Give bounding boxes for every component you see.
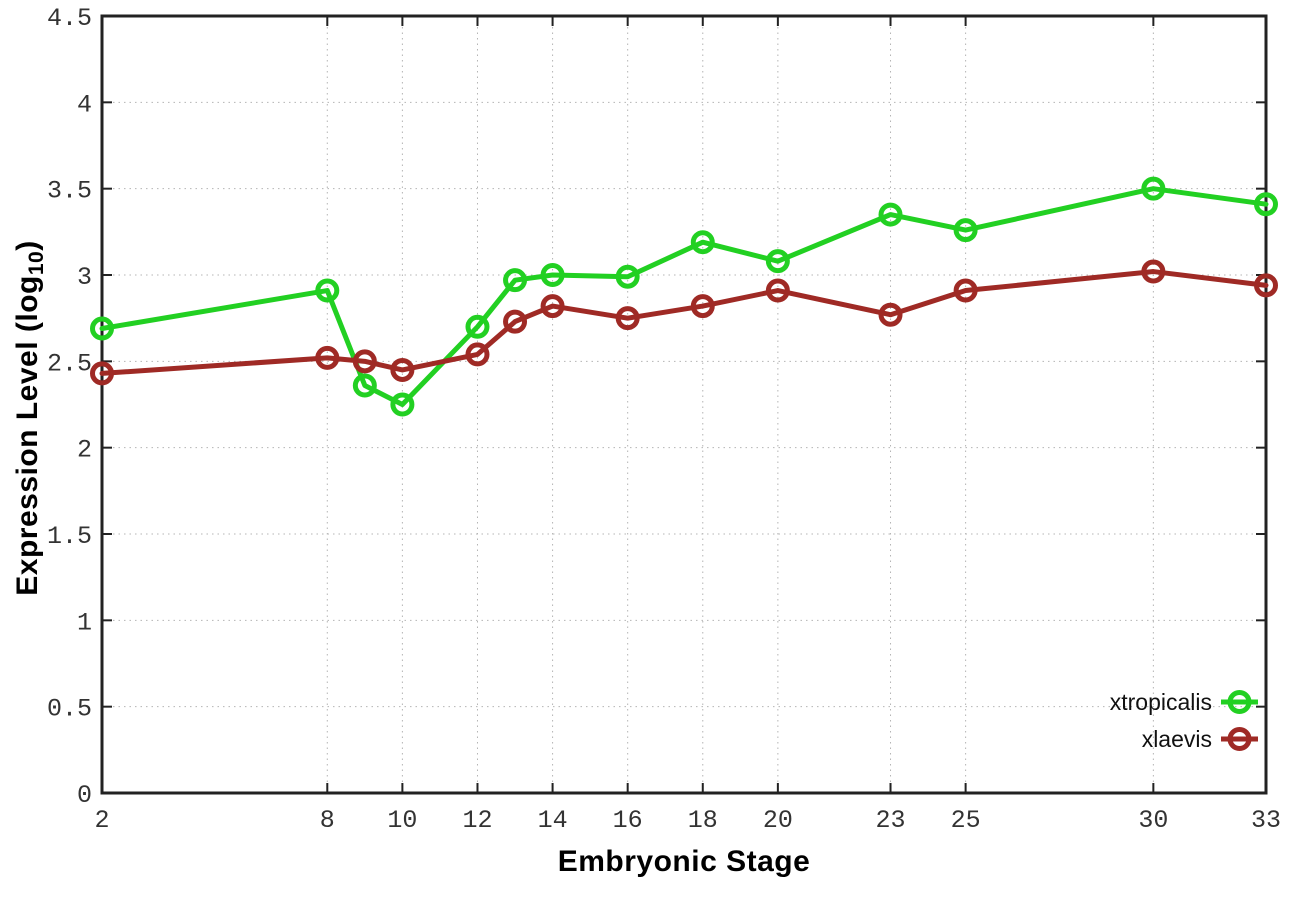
x-tick-label-8: 8 [320, 806, 335, 835]
x-tick-label-12: 12 [462, 806, 492, 835]
marker-xlaevis-14 [540, 294, 565, 319]
y-tick-label-3.5: 3.5 [47, 177, 92, 206]
x-tick-label-16: 16 [613, 806, 643, 835]
x-axis-title: Embryonic Stage [557, 845, 811, 878]
data-series [90, 176, 1278, 417]
x-tick-label-14: 14 [538, 806, 568, 835]
y-tick-label-0.5: 0.5 [47, 695, 92, 724]
y-tick-label-3: 3 [77, 263, 92, 292]
y-axis-title-end: ) [10, 240, 44, 251]
x-tick-label-23: 23 [876, 806, 906, 835]
legend-label-xtropicalis: xtropicalis [1110, 689, 1212, 715]
series-xlaevis [90, 259, 1278, 386]
x-tick-label-30: 30 [1138, 806, 1168, 835]
y-tick-label-2: 2 [77, 436, 92, 465]
marker-xlaevis-30 [1141, 259, 1166, 284]
legend-sample-marker-xtropicalis [1227, 690, 1252, 714]
marker-xlaevis-12 [465, 342, 490, 367]
x-tick-label-25: 25 [951, 806, 981, 835]
marker-xtropicalis-16 [615, 264, 640, 289]
y-tick-label-0: 0 [77, 781, 92, 810]
x-tick-label-2: 2 [94, 806, 109, 835]
marker-xlaevis-20 [765, 278, 790, 303]
marker-xtropicalis-33 [1254, 192, 1278, 217]
y-axis-title: Expression Level (log10) [11, 240, 49, 595]
tick-labels: 2 8 10 12 14 16 18 20 23 25 30 33 0 0.5 1 1.5 2 2.5 3 3.5 4 4… [47, 4, 1281, 835]
x-tick-label-10: 10 [387, 806, 417, 835]
marker-xtropicalis-2 [90, 316, 114, 341]
y-tick-label-1: 1 [77, 608, 92, 637]
gridlines [101, 15, 1267, 794]
marker-xlaevis-13 [503, 309, 528, 334]
x-tick-label-20: 20 [763, 806, 793, 835]
legend: xtropicalis xlaevis [1110, 689, 1258, 752]
marker-xlaevis-2 [90, 361, 114, 386]
series-xtropicalis [90, 176, 1278, 417]
marker-xtropicalis-30 [1141, 176, 1166, 201]
marker-xtropicalis-20 [765, 249, 790, 274]
marker-xtropicalis-13 [503, 268, 528, 293]
y-tick-label-1.5: 1.5 [47, 522, 92, 551]
x-tick-label-18: 18 [688, 806, 718, 835]
y-axis-title-main: Expression Level (log [10, 275, 44, 596]
marker-xtropicalis-8 [315, 278, 340, 303]
legend-label-xlaevis: xlaevis [1142, 726, 1212, 752]
marker-xlaevis-23 [878, 302, 903, 327]
marker-xlaevis-16 [615, 306, 640, 331]
marker-xtropicalis-12 [465, 314, 490, 339]
y-tick-label-4.5: 4.5 [47, 4, 92, 33]
y-axis-title-subscript: 10 [25, 250, 49, 276]
marker-xlaevis-10 [390, 357, 415, 382]
marker-xtropicalis-23 [878, 202, 903, 227]
marker-xtropicalis-25 [953, 218, 978, 243]
marker-xlaevis-33 [1254, 273, 1278, 298]
marker-xtropicalis-14 [540, 263, 565, 287]
axes-frame [100, 14, 1268, 795]
legend-sample-marker-xlaevis [1227, 727, 1252, 751]
marker-xlaevis-25 [953, 278, 978, 303]
marker-xtropicalis-18 [690, 230, 715, 255]
y-tick-label-4: 4 [77, 90, 92, 119]
marker-xtropicalis-10 [390, 392, 415, 417]
marker-xlaevis-18 [690, 294, 715, 319]
marker-xlaevis-8 [315, 345, 340, 370]
marker-xlaevis-9 [352, 349, 377, 374]
marker-xtropicalis-9 [352, 373, 377, 398]
x-tick-label-33: 33 [1251, 806, 1281, 835]
y-tick-label-2.5: 2.5 [47, 349, 92, 378]
